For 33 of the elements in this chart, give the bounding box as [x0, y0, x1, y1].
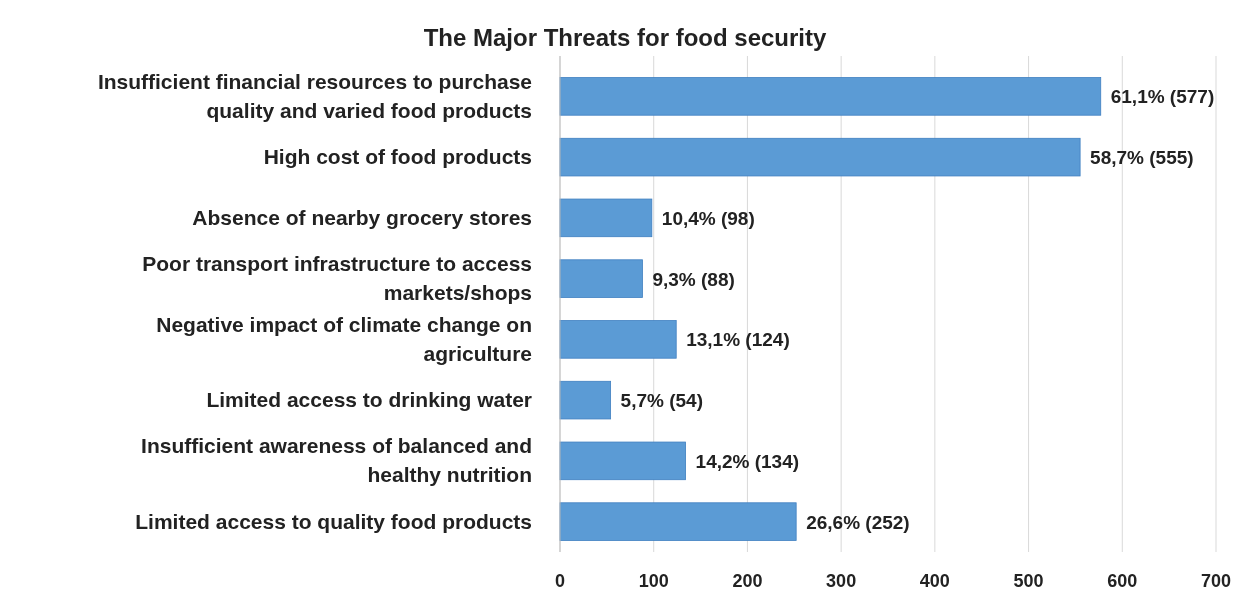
x-tick-label: 600	[1107, 571, 1138, 591]
bar	[559, 198, 653, 238]
y-tick-label: Limited access to quality food products	[135, 509, 532, 533]
x-tick-label: 0	[554, 571, 566, 591]
y-tick-label: Absence of nearby grocery stores	[192, 205, 532, 229]
bar	[559, 502, 797, 541]
data-label: 9,3% (88)	[652, 268, 735, 290]
data-label: 61,1% (577)	[1110, 86, 1215, 108]
data-label: 13,1% (124)	[686, 329, 790, 351]
bar	[559, 320, 677, 359]
x-tick-label: 500	[1013, 571, 1044, 591]
x-tick-label: 400	[919, 571, 950, 591]
x-tick-label: 300	[826, 571, 857, 591]
data-label: 5,7% (54)	[620, 390, 703, 412]
bar	[559, 441, 686, 481]
chart-title: The Major Threats for food security	[423, 24, 828, 51]
bar	[559, 259, 643, 298]
x-tick-label: 700	[1200, 571, 1232, 591]
x-tick-label: 200	[732, 571, 763, 591]
data-label: 14,2% (134)	[695, 450, 800, 472]
data-label: 58,7% (555)	[1090, 147, 1194, 169]
y-tick-label: Insufficient financial resources to purchase quality and varied food products	[97, 69, 532, 122]
x-tick-label: 100	[638, 571, 669, 591]
bar	[559, 380, 612, 420]
y-tick-label: Limited access to drinking water	[206, 388, 532, 412]
data-label: 26,6% (252)	[806, 511, 910, 533]
bar	[559, 77, 1102, 116]
y-tick-label: Poor transport infrastructure to access markets/shops	[142, 252, 532, 305]
y-tick-label: Insufficient awareness of balanced and healthy nutrition	[141, 434, 532, 487]
y-tick-label: Negative impact of climate change on agriculture	[156, 312, 532, 365]
data-label: 10,4% (98)	[661, 207, 755, 229]
y-tick-label: High cost of food products	[263, 145, 532, 169]
bar	[559, 137, 1081, 177]
